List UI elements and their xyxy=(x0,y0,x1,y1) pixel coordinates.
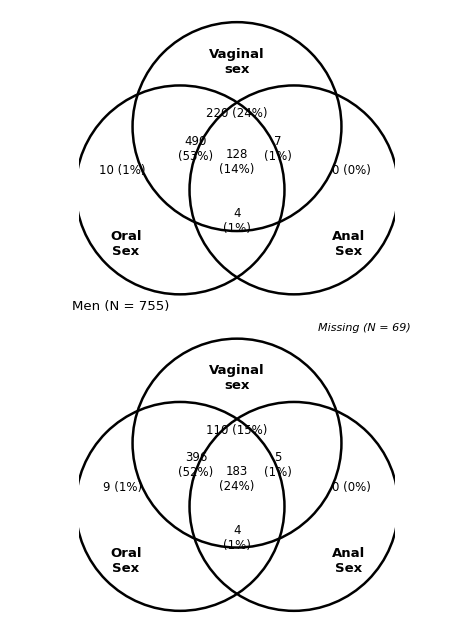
Text: 4
(1%): 4 (1%) xyxy=(223,207,251,235)
Text: Vaginal
sex: Vaginal sex xyxy=(209,365,265,392)
Text: 0 (0%): 0 (0%) xyxy=(332,165,371,177)
Text: Missing (⁠N⁠ = 69): Missing (⁠N⁠ = 69) xyxy=(319,323,411,333)
Text: 220 (24%): 220 (24%) xyxy=(206,108,268,120)
Text: 4
(1%): 4 (1%) xyxy=(223,523,251,552)
Text: Oral
Sex: Oral Sex xyxy=(110,230,141,258)
Text: 128
(14%): 128 (14%) xyxy=(219,149,255,177)
Text: 183
(24%): 183 (24%) xyxy=(219,465,255,493)
Text: 9 (1%): 9 (1%) xyxy=(103,481,142,494)
Text: Anal
Sex: Anal Sex xyxy=(332,547,365,575)
Text: 7
(1%): 7 (1%) xyxy=(264,135,292,163)
Text: Men (⁠N⁠ = 755): Men (⁠N⁠ = 755) xyxy=(73,300,170,313)
Text: 110 (15%): 110 (15%) xyxy=(206,424,268,437)
Text: 0 (0%): 0 (0%) xyxy=(332,481,371,494)
Text: 5
(1%): 5 (1%) xyxy=(264,451,292,479)
Text: 396
(52%): 396 (52%) xyxy=(178,451,214,479)
Text: Oral
Sex: Oral Sex xyxy=(110,547,141,575)
Text: Vaginal
sex: Vaginal sex xyxy=(209,48,265,76)
Text: Anal
Sex: Anal Sex xyxy=(332,230,365,258)
Text: 10 (1%): 10 (1%) xyxy=(100,165,146,177)
Text: 490
(53%): 490 (53%) xyxy=(178,135,214,163)
